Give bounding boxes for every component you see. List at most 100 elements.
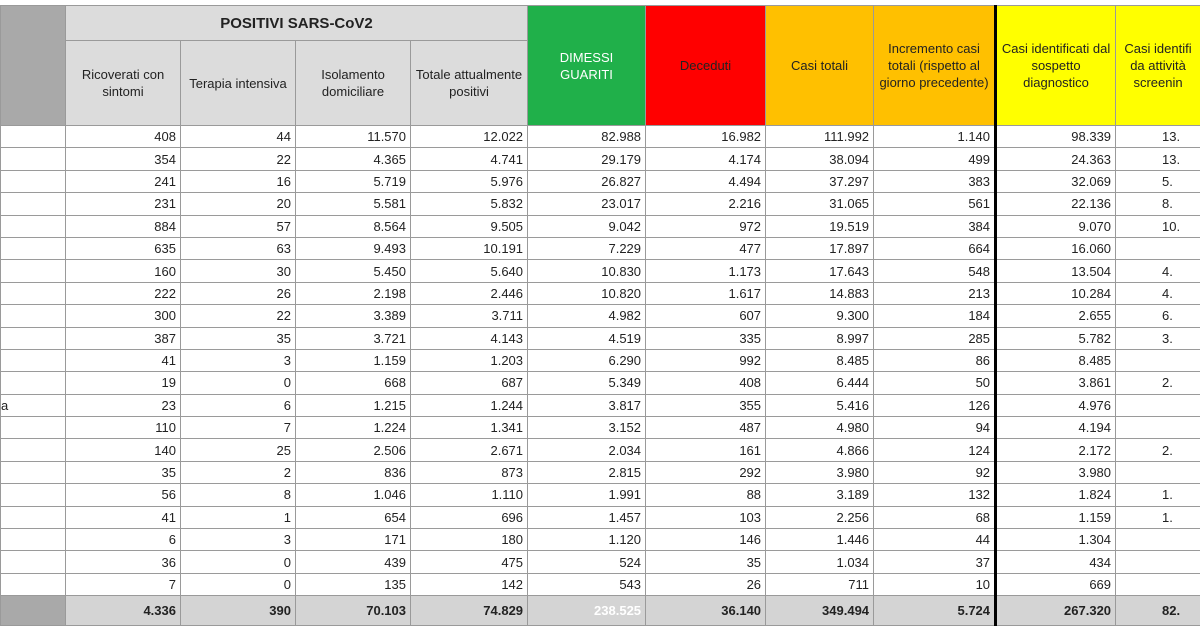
data-row: 408 44 11.570 12.022 82.988 16.982 111.992 1.14…	[0, 124, 1200, 149]
cell: 26	[645, 572, 767, 597]
cell: 26.827	[527, 169, 647, 194]
total-cell: 5.724	[873, 595, 997, 627]
cell	[0, 236, 66, 261]
cell: 9.042	[527, 214, 647, 238]
cell: 161	[645, 438, 767, 462]
cell: 664	[873, 236, 997, 261]
cell: 5.416	[765, 393, 875, 418]
total-cell: 36.140	[645, 595, 767, 627]
data-row: 41 1 654 696 1.457 103 2.256 68 1.159 1.	[0, 505, 1200, 530]
cell: 1.159	[994, 505, 1117, 530]
cell: 4.365	[295, 147, 411, 171]
table-header: POSITIVI SARS-CoV2 DIMESSI GUARITI Decedut…	[0, 5, 1200, 126]
cell: 1.991	[527, 483, 647, 507]
data-row: 140 25 2.506 2.671 2.034 161 4.866 124 2.172 2.	[0, 438, 1200, 462]
cell: 383	[873, 169, 997, 194]
cell: 32.069	[994, 169, 1117, 194]
cell	[0, 483, 66, 507]
cell: 35	[65, 460, 181, 485]
cell: 44	[180, 124, 296, 149]
cell: 4.976	[994, 393, 1117, 418]
column-header: Casi identifi da attività screenin	[1115, 5, 1200, 126]
data-row: 41 3 1.159 1.203 6.290 992 8.485 86 8.485	[0, 348, 1200, 373]
cell: 94	[873, 416, 997, 440]
cell: 2.256	[765, 505, 875, 530]
cell: 2.655	[994, 304, 1117, 328]
cell: 3.861	[994, 371, 1117, 395]
total-cell: 70.103	[295, 595, 411, 627]
cell	[1115, 236, 1200, 261]
cell: 475	[409, 550, 529, 574]
cell	[0, 416, 66, 440]
cell: 6	[180, 393, 296, 418]
cell: 19	[65, 371, 181, 395]
cell: 8.485	[994, 348, 1117, 373]
cell: 408	[645, 371, 767, 395]
cell: a	[0, 393, 66, 418]
column-header: Totale attualmente positivi	[409, 40, 529, 126]
cell: 6.290	[527, 348, 647, 373]
cell: 285	[873, 326, 997, 350]
cell	[0, 169, 66, 194]
cell	[0, 304, 66, 328]
cell: 7.229	[527, 236, 647, 261]
cell: 10.	[1115, 214, 1200, 238]
cell: 222	[65, 281, 181, 306]
cell: 3.980	[765, 460, 875, 485]
cell: 1.224	[295, 416, 411, 440]
cell: 171	[295, 528, 411, 552]
cell: 2.216	[645, 192, 767, 216]
cell: 1.617	[645, 281, 767, 306]
cell: 3.	[1115, 326, 1200, 350]
cell: 4.866	[765, 438, 875, 462]
cell: 1.120	[527, 528, 647, 552]
cell: 36	[65, 550, 181, 574]
column-header	[0, 5, 66, 126]
total-cell: 349.494	[765, 595, 875, 627]
cell	[1115, 572, 1200, 597]
cell: 135	[295, 572, 411, 597]
header-row: Ricoverati con sintomi Terapia intensiva I…	[1, 40, 1200, 126]
cell: 5.832	[409, 192, 529, 216]
total-cell	[0, 595, 66, 627]
cell: 4.519	[527, 326, 647, 350]
cell: 836	[295, 460, 411, 485]
cell: 335	[645, 326, 767, 350]
cell: 2.815	[527, 460, 647, 485]
cell: 1.173	[645, 259, 767, 283]
cell: 992	[645, 348, 767, 373]
cell: 5.640	[409, 259, 529, 283]
cell: 408	[65, 124, 181, 149]
cell: 292	[645, 460, 767, 485]
header-row: POSITIVI SARS-CoV2 DIMESSI GUARITI Decedut…	[0, 5, 1200, 126]
data-row: 6 3 171 180 1.120 146 1.446 44 1.304	[0, 528, 1200, 552]
cell	[1115, 550, 1200, 574]
cell: 23	[65, 393, 181, 418]
cell	[0, 371, 66, 395]
cell: 44	[873, 528, 997, 552]
cell: 8.	[1115, 192, 1200, 216]
cell: 1.	[1115, 483, 1200, 507]
cell: 2.	[1115, 371, 1200, 395]
cell: 35	[180, 326, 296, 350]
cell: 24.363	[994, 147, 1117, 171]
cell: 3.189	[765, 483, 875, 507]
cell: 4.980	[765, 416, 875, 440]
cell: 4.	[1115, 259, 1200, 283]
cell: 13.504	[994, 259, 1117, 283]
cell: 9.070	[994, 214, 1117, 238]
cell: 2.034	[527, 438, 647, 462]
column-header: Isolamento domiciliare	[295, 40, 411, 126]
cell: 10.191	[409, 236, 529, 261]
cell: 3.980	[994, 460, 1117, 485]
cell: 4.741	[409, 147, 529, 171]
cell: 5.782	[994, 326, 1117, 350]
cell: 4.143	[409, 326, 529, 350]
cell: 1.046	[295, 483, 411, 507]
cell	[0, 572, 66, 597]
group-header: POSITIVI SARS-CoV2	[64, 5, 529, 41]
column-header: DIMESSI GUARITI	[527, 5, 647, 126]
cell: 10	[873, 572, 997, 597]
data-row: 35 2 836 873 2.815 292 3.980 92 3.980	[0, 460, 1200, 485]
cell: 6	[65, 528, 181, 552]
